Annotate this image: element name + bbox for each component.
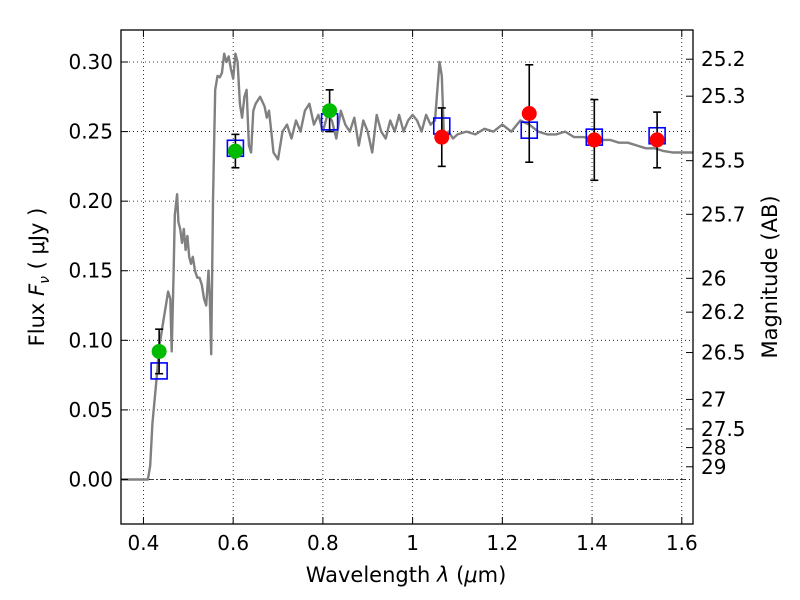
y-tick-label: 0.10 xyxy=(68,328,113,352)
y-axis-title-left: Flux Fν ( μJy ) xyxy=(25,208,53,347)
y-tick-label: 0.05 xyxy=(68,398,113,422)
x-tick-label: 1.4 xyxy=(576,531,608,555)
y-axis-title-right: Magnitude (AB) xyxy=(758,195,782,358)
y-tick-label: 0.30 xyxy=(68,50,113,74)
spectrum-line xyxy=(121,52,693,481)
mag-tick-label: 25.3 xyxy=(701,84,746,108)
tick-marks xyxy=(121,30,693,524)
spectrum-series xyxy=(121,52,693,481)
x-tick-label: 1.2 xyxy=(486,531,518,555)
green-data-point xyxy=(151,343,167,359)
y-tick-label: 0.25 xyxy=(68,120,113,144)
red-data-point xyxy=(586,132,602,148)
y-tick-label: 0.20 xyxy=(68,189,113,213)
x-tick-label: 0.6 xyxy=(217,531,249,555)
red-data-point xyxy=(521,105,537,121)
x-tick-label: 1.6 xyxy=(666,531,698,555)
mag-tick-label: 29 xyxy=(701,455,726,479)
mag-tick-label: 27 xyxy=(701,387,726,411)
plot-frame xyxy=(120,29,694,525)
grid-lines xyxy=(121,30,693,524)
green-data-point xyxy=(227,143,243,159)
y-tick-label: 0.00 xyxy=(68,467,113,491)
mag-tick-label: 25.2 xyxy=(701,47,746,71)
y-tick-label: 0.15 xyxy=(68,259,113,283)
y-tick-labels: 0.00 0.05 0.10 0.15 0.20 0.25 0.30 xyxy=(68,50,113,491)
mag-tick-label: 26 xyxy=(701,266,726,290)
red-data-point xyxy=(434,129,450,145)
mag-tick-label: 28 xyxy=(701,436,726,460)
mag-tick-label: 26.5 xyxy=(701,341,746,365)
x-tick-label: 1 xyxy=(406,531,419,555)
observed-photometry-series xyxy=(151,103,665,359)
mag-tick-label: 25.7 xyxy=(701,202,746,226)
x-tick-label: 0.4 xyxy=(128,531,160,555)
x-axis-title: Wavelength λ (μm) xyxy=(306,563,507,587)
green-data-point xyxy=(322,103,338,119)
x-tick-labels: 0.4 0.6 0.8 1 1.2 1.4 1.6 xyxy=(128,531,698,555)
mag-tick-label: 26.2 xyxy=(701,300,746,324)
mag-tick-label: 27.5 xyxy=(701,417,746,441)
x-tick-label: 0.8 xyxy=(307,531,339,555)
mag-tick-label: 25.5 xyxy=(701,149,746,173)
red-data-point xyxy=(649,132,665,148)
